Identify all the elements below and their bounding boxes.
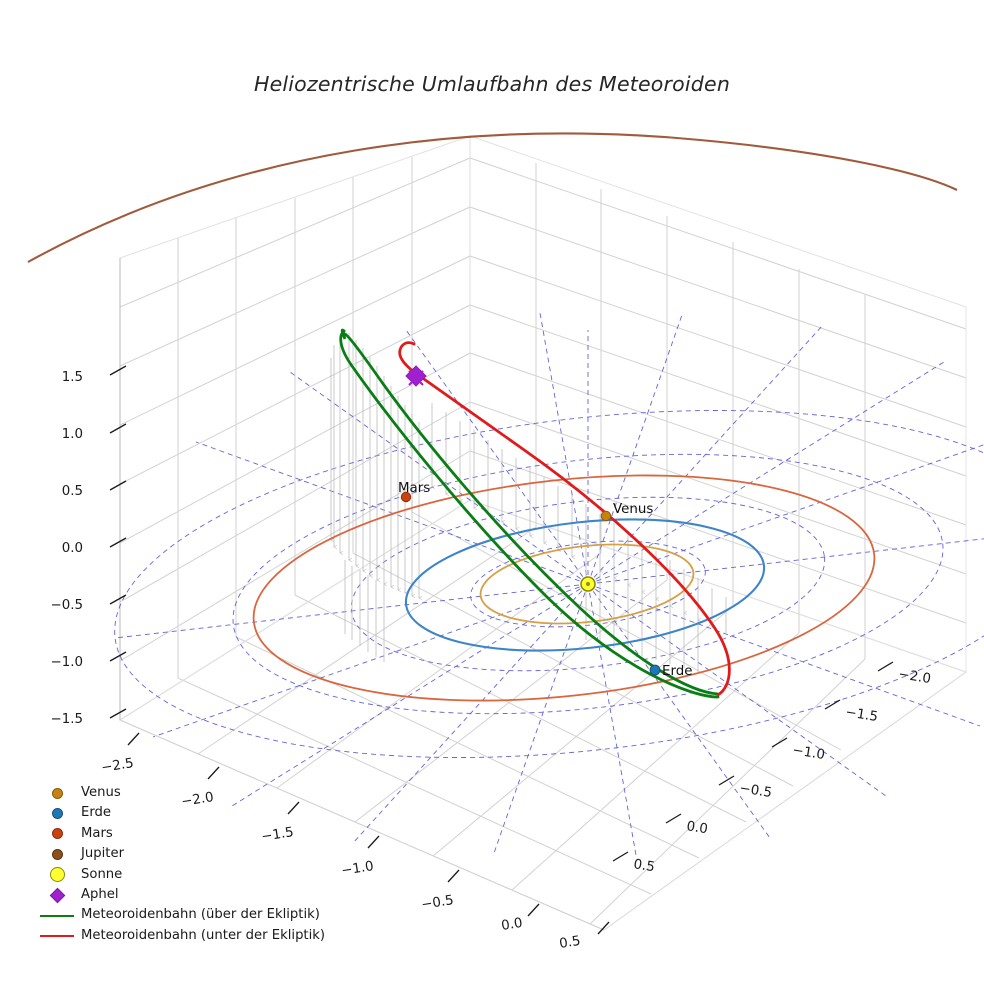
legend-item-jupiter[interactable]: Jupiter — [33, 844, 363, 864]
z-tick-label: 1.0 — [62, 427, 83, 442]
y-tick-label: 0.5 — [632, 857, 655, 875]
venus-orbit — [479, 543, 695, 625]
legend-circle-marker-icon — [49, 867, 65, 883]
legend-diamond-marker-icon — [49, 887, 65, 903]
erde-label: Erde — [662, 664, 692, 679]
legend-item-erde[interactable]: Erde — [33, 803, 363, 823]
z-tick-label: −1.5 — [50, 712, 83, 727]
meteoroid-orbit — [339, 328, 731, 699]
x-tick-label: −1.5 — [260, 825, 294, 845]
legend-item-label: Sonne — [81, 866, 123, 882]
page-title: Heliozentrische Umlaufbahn des Meteoroid… — [253, 72, 731, 96]
legend-item-label: Mars — [81, 825, 113, 841]
y-tick-label: −1.0 — [791, 743, 825, 763]
legend-item-venus[interactable]: Venus — [33, 783, 363, 803]
mars-orbit — [252, 474, 876, 702]
x-tick-label: −2.5 — [100, 756, 134, 776]
body-labels: Mars Venus Erde — [398, 481, 692, 679]
z-tick-label: −1.0 — [50, 655, 83, 670]
legend-item-meteoroidenbahn-über-der-ekliptik[interactable]: Meteoroidenbahn (über der Ekliptik) — [33, 905, 363, 925]
axes-3d-box — [118, 135, 968, 931]
mars-label: Mars — [398, 481, 430, 496]
legend-item-label: Meteoroidenbahn (unter der Ekliptik) — [81, 927, 326, 943]
legend-item-label: Venus — [81, 785, 121, 800]
legend-item-mars[interactable]: Mars — [33, 824, 363, 844]
legend-item-aphel[interactable]: Aphel — [33, 885, 363, 905]
legend-line-sample-icon — [40, 914, 74, 917]
axis-ticks — [109, 365, 894, 935]
legend-line-sample-icon — [40, 934, 74, 937]
legend-item-sonne[interactable]: Sonne — [33, 865, 363, 885]
polar-grid — [114, 311, 984, 857]
erde-marker — [649, 664, 661, 676]
aphel-marker — [405, 365, 427, 387]
meteoroid-orbit-red-arc — [412, 370, 731, 697]
legend-circle-marker-icon — [51, 808, 63, 820]
jupiter-orbit — [27, 132, 958, 263]
legend-circle-marker-icon — [51, 787, 63, 799]
legend: Venus Erde Mars Jupiter Sonne Aphel Meteoroide… — [33, 783, 363, 946]
planet-orbits — [27, 132, 958, 702]
y-tick-label: −0.5 — [738, 781, 772, 801]
z-tick-label: −0.5 — [50, 598, 83, 613]
legend-item-meteoroidenbahn-unter-der-ekliptik[interactable]: Meteoroidenbahn (unter der Ekliptik) — [33, 926, 363, 946]
legend-item-label: Aphel — [81, 886, 119, 902]
z-tick-label: 0.5 — [62, 484, 83, 499]
venus-marker — [600, 510, 612, 522]
z-tick-label: 0.0 — [62, 541, 83, 556]
legend-circle-marker-icon — [51, 828, 63, 840]
x-tick-label: −1.0 — [340, 859, 374, 879]
x-tick-label: −0.5 — [420, 893, 454, 913]
y-tick-label: 0.0 — [685, 819, 708, 837]
x-tick-label: 0.0 — [500, 916, 523, 934]
z-tick-label: 1.5 — [62, 370, 83, 385]
legend-item-label: Jupiter — [81, 846, 124, 862]
axis-tick-labels: 1.5 1.0 0.5 0.0 −0.5 −1.0 −1.5 −2.5 −2.0… — [50, 370, 931, 952]
y-tick-label: −1.5 — [844, 705, 878, 725]
x-tick-label: 0.5 — [558, 934, 581, 952]
legend-item-label: Erde — [81, 805, 112, 821]
mars-marker — [400, 491, 412, 503]
y-tick-label: −2.0 — [897, 667, 931, 687]
earth-orbit — [404, 518, 766, 652]
sonne-marker — [580, 576, 596, 592]
legend-circle-marker-icon — [51, 848, 63, 860]
venus-label: Venus — [613, 502, 653, 517]
legend-item-label: Meteoroidenbahn (über der Ekliptik) — [81, 907, 320, 923]
x-tick-label: −2.0 — [180, 790, 214, 810]
meteoroid-orbit-green-arc — [340, 328, 720, 696]
